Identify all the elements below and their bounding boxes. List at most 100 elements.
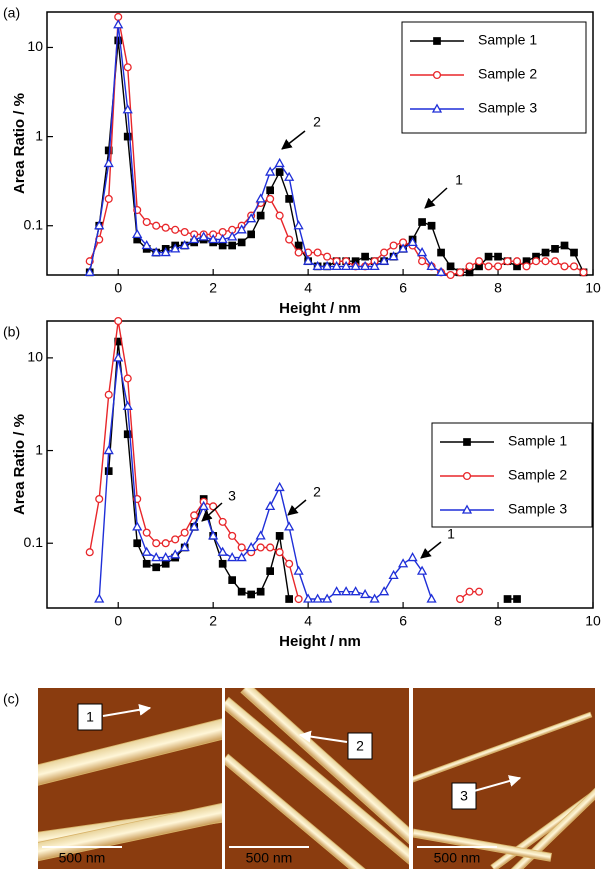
data-point [142, 217, 151, 227]
data-point [322, 593, 333, 603]
data-point [359, 588, 371, 599]
scale-bar-label: 500 nm [59, 850, 106, 866]
data-point [426, 260, 437, 271]
data-point [378, 255, 390, 265]
data-point [437, 248, 445, 257]
afm-image: 1 500 nm [38, 688, 222, 869]
x-tick-label: 8 [494, 613, 502, 629]
data-point [171, 225, 180, 234]
data-point [95, 494, 104, 504]
data-point [208, 233, 219, 244]
data-point [285, 195, 293, 203]
annotation: 1 [447, 526, 455, 542]
data-point [114, 316, 123, 326]
x-tick-label: 2 [209, 613, 217, 629]
chart: (b) 0 2 4 6 8 10 0.1 1 10 Height / nm Area Ratio / … [3, 316, 601, 650]
legend-marker [463, 438, 471, 446]
data-point [152, 539, 161, 548]
data-point [246, 213, 257, 223]
data-point [416, 565, 428, 575]
panel-label: (b) [3, 324, 20, 340]
data-point [179, 541, 190, 552]
data-point [266, 194, 275, 203]
image-arrow [298, 730, 348, 743]
x-tick-label: 10 [585, 280, 601, 296]
y-tick-label: 10 [27, 349, 43, 365]
data-point [341, 586, 352, 596]
data-point [132, 521, 143, 531]
data-point [246, 541, 257, 552]
data-point [397, 558, 409, 568]
data-point [265, 500, 276, 510]
data-point [397, 243, 409, 253]
data-point [359, 260, 371, 271]
data-point [560, 262, 569, 271]
x-axis-title: Height / nm [279, 633, 361, 650]
fiber [413, 828, 553, 862]
data-point [171, 535, 180, 544]
data-point [285, 235, 294, 244]
data-point [266, 567, 274, 575]
legend-label: Sample 3 [508, 501, 567, 517]
legend-marker [461, 504, 473, 514]
annotation: 2 [313, 484, 321, 500]
data-point [123, 430, 132, 439]
image-label: 3 [460, 788, 468, 804]
annotation-arrow [287, 499, 307, 516]
image-arrow [473, 775, 522, 792]
data-point [217, 546, 228, 556]
image-label: 2 [356, 738, 364, 754]
data-point [435, 266, 447, 276]
data-point [94, 593, 105, 603]
data-point [151, 247, 162, 257]
panel-label: (c) [3, 691, 19, 707]
legend-label: Sample 1 [478, 32, 537, 48]
legend-label: Sample 1 [508, 433, 567, 449]
data-point [570, 248, 578, 257]
data-point [312, 593, 323, 603]
data-point [122, 400, 133, 410]
legend-marker [462, 471, 472, 481]
data-point [541, 257, 550, 266]
fiber [38, 702, 222, 791]
data-point [294, 248, 303, 257]
data-point [189, 233, 200, 244]
data-point [228, 531, 237, 540]
data-point [388, 251, 399, 261]
data-point [142, 528, 151, 537]
afm-content [225, 688, 409, 869]
data-point [141, 239, 152, 250]
fiber [225, 753, 382, 869]
legend-label: Sample 2 [508, 467, 567, 483]
data-point [180, 227, 189, 237]
afm-image: 2 500 nm [225, 688, 409, 869]
data-point [512, 257, 522, 266]
data-point [294, 594, 303, 604]
data-point [218, 559, 227, 568]
data-point [113, 352, 124, 362]
data-point [152, 221, 161, 230]
data-point [236, 224, 247, 234]
data-point [217, 233, 228, 244]
data-point [484, 252, 493, 261]
y-tick-label: 0.1 [24, 534, 44, 550]
fiber [240, 688, 409, 861]
data-point [416, 247, 428, 257]
label-box [77, 703, 103, 731]
data-point [94, 220, 105, 230]
data-point [256, 211, 265, 220]
data-point [303, 593, 314, 603]
data-point [218, 241, 227, 250]
data-point [133, 539, 142, 548]
series-line [89, 24, 442, 273]
y-tick-label: 0.1 [24, 216, 44, 232]
data-point [266, 186, 274, 195]
data-point [274, 481, 285, 492]
data-point [331, 586, 342, 596]
data-point [161, 223, 170, 232]
label-box [347, 732, 373, 760]
data-point [284, 521, 295, 531]
data-point [388, 569, 399, 580]
data-point [312, 260, 323, 271]
afm-image: 3 500 nm [413, 688, 595, 869]
